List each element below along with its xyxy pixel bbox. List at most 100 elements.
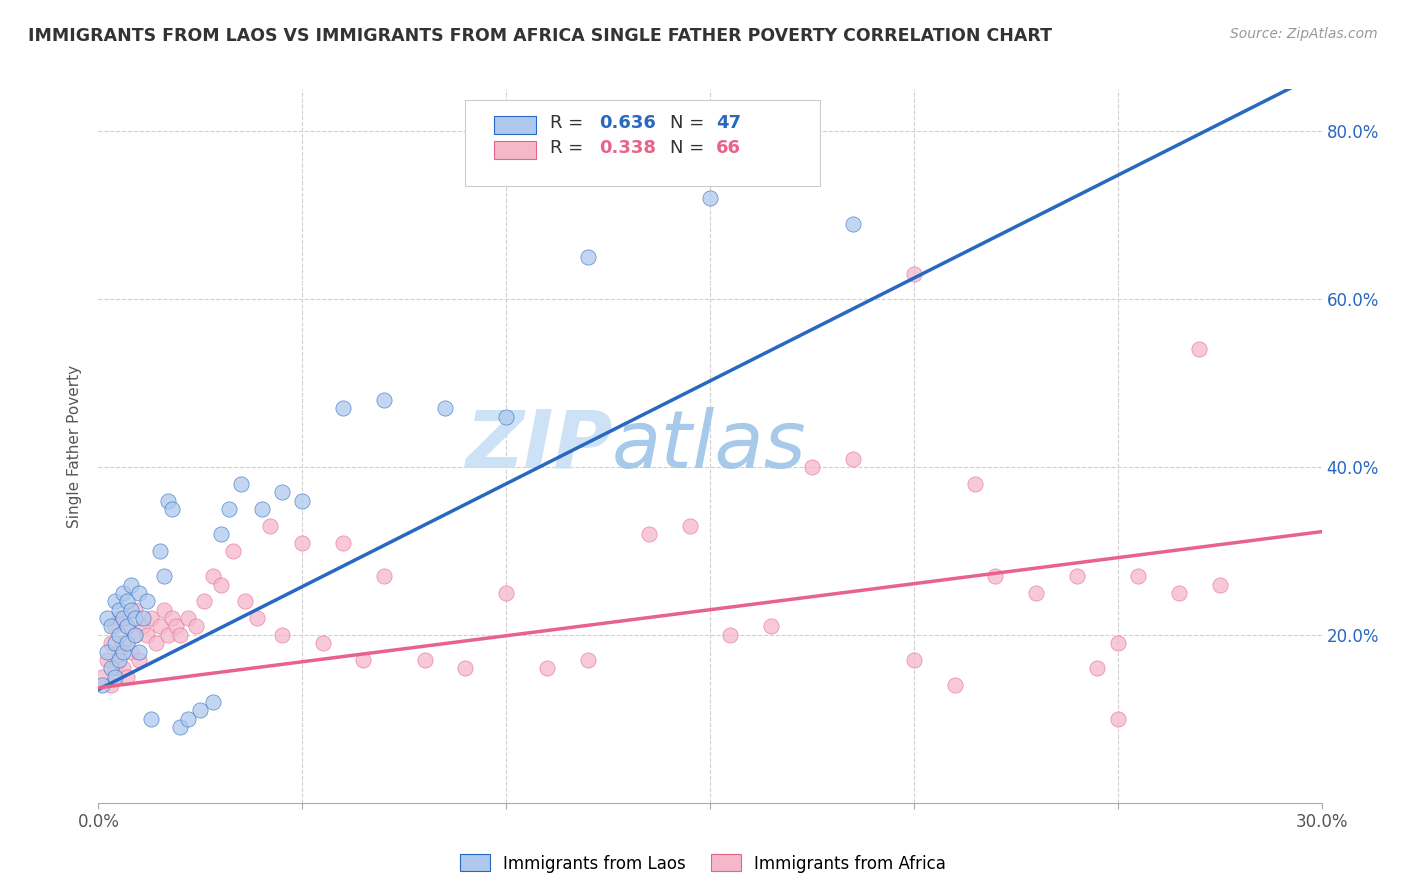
Text: N =: N = — [669, 139, 710, 157]
Point — [124, 611, 146, 625]
Point — [270, 628, 294, 642]
Point — [291, 535, 314, 549]
Point — [186, 619, 208, 633]
Point — [943, 678, 966, 692]
Point — [104, 670, 127, 684]
Point — [100, 619, 122, 633]
Point — [104, 619, 127, 633]
Point — [177, 712, 200, 726]
Point — [495, 409, 517, 424]
Point — [1188, 343, 1211, 357]
Point — [91, 678, 114, 692]
Point — [128, 645, 150, 659]
Point — [218, 502, 240, 516]
Point — [100, 636, 122, 650]
Point — [165, 619, 187, 633]
FancyBboxPatch shape — [465, 100, 820, 186]
Point — [108, 628, 131, 642]
Point — [1025, 586, 1047, 600]
Point — [332, 401, 354, 416]
Point — [209, 527, 232, 541]
Point — [413, 653, 436, 667]
Point — [136, 628, 159, 642]
Text: R =: R = — [550, 139, 589, 157]
Point — [128, 653, 150, 667]
Point — [841, 217, 863, 231]
Point — [576, 250, 599, 264]
Point — [312, 636, 335, 650]
Point — [124, 603, 146, 617]
Point — [454, 661, 477, 675]
Point — [638, 527, 661, 541]
Point — [984, 569, 1007, 583]
Point — [115, 619, 138, 633]
Point — [108, 645, 131, 659]
Point — [1107, 712, 1129, 726]
Point — [1128, 569, 1150, 583]
Point — [100, 678, 122, 692]
Point — [270, 485, 294, 500]
Point — [145, 636, 167, 650]
Text: 47: 47 — [716, 114, 741, 132]
Point — [536, 661, 558, 675]
Point — [96, 653, 118, 667]
Point — [903, 267, 925, 281]
Point — [332, 535, 354, 549]
Point — [111, 661, 134, 675]
Point — [111, 586, 134, 600]
Point — [291, 493, 314, 508]
Point — [373, 569, 395, 583]
Point — [222, 544, 245, 558]
Point — [434, 401, 457, 416]
Point — [250, 502, 273, 516]
Point — [96, 611, 118, 625]
Point — [128, 586, 150, 600]
Point — [160, 611, 183, 625]
Point — [100, 661, 122, 675]
Text: ZIP: ZIP — [465, 407, 612, 485]
Point — [1167, 586, 1189, 600]
Point — [115, 619, 138, 633]
Legend: Immigrants from Laos, Immigrants from Africa: Immigrants from Laos, Immigrants from Af… — [453, 847, 953, 880]
FancyBboxPatch shape — [494, 141, 536, 159]
Point — [761, 619, 783, 633]
Point — [201, 569, 224, 583]
Point — [132, 611, 155, 625]
Point — [120, 603, 142, 617]
Point — [156, 628, 179, 642]
FancyBboxPatch shape — [494, 116, 536, 134]
Point — [156, 493, 179, 508]
Point — [111, 645, 134, 659]
Point — [1107, 636, 1129, 650]
Point — [1209, 577, 1232, 591]
Point — [124, 628, 146, 642]
Point — [152, 569, 174, 583]
Point — [104, 636, 127, 650]
Point — [495, 586, 517, 600]
Text: Source: ZipAtlas.com: Source: ZipAtlas.com — [1230, 27, 1378, 41]
Point — [141, 712, 163, 726]
Text: atlas: atlas — [612, 407, 807, 485]
Text: N =: N = — [669, 114, 710, 132]
Point — [115, 594, 138, 608]
Point — [91, 670, 114, 684]
Point — [1085, 661, 1108, 675]
Point — [177, 611, 200, 625]
Point — [149, 619, 172, 633]
Text: 66: 66 — [716, 139, 741, 157]
Point — [111, 636, 134, 650]
Point — [108, 603, 131, 617]
Point — [246, 611, 269, 625]
Point — [720, 628, 742, 642]
Point — [120, 577, 142, 591]
Point — [136, 594, 159, 608]
Point — [233, 594, 256, 608]
Point — [169, 720, 191, 734]
Point — [115, 636, 138, 650]
Text: R =: R = — [550, 114, 589, 132]
Point — [841, 451, 863, 466]
Point — [108, 653, 131, 667]
Y-axis label: Single Father Poverty: Single Father Poverty — [67, 365, 83, 527]
Point — [231, 476, 253, 491]
Point — [169, 628, 191, 642]
